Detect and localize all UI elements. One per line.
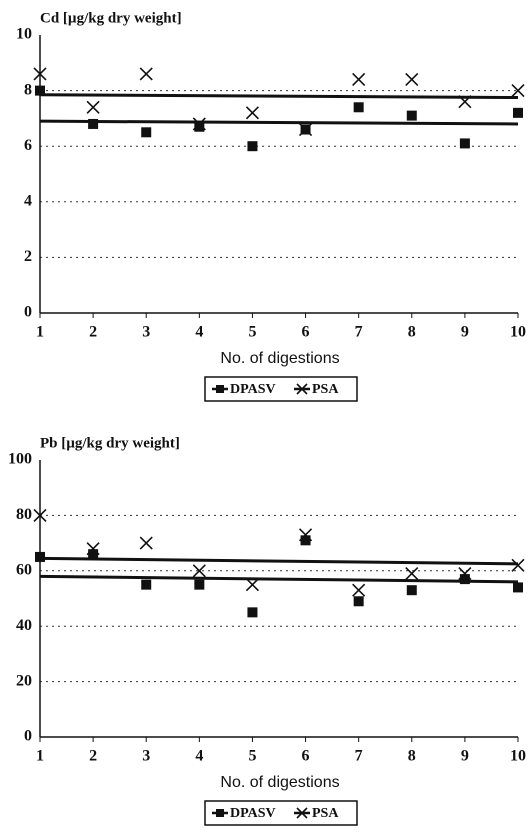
marker-square (88, 118, 99, 129)
x-tick-label: 8 (408, 324, 416, 341)
marker-x (458, 95, 472, 109)
marker-square (406, 110, 417, 121)
marker-square (35, 85, 45, 96)
x-tick-label: 1 (36, 324, 44, 341)
legend-marker (216, 385, 224, 393)
marker-square (88, 549, 99, 560)
x-tick-label: 3 (142, 324, 150, 341)
legend-box (204, 376, 358, 402)
x-tick-label: 9 (461, 748, 469, 765)
x-tick-label: 3 (142, 748, 150, 765)
marker-x (352, 72, 366, 87)
legend-label: PSA (312, 806, 339, 821)
x-tick-label: 10 (510, 748, 526, 765)
legend-marker (296, 383, 308, 395)
chart-title: Cd [µg/kg dry weight] (40, 10, 182, 26)
y-tick-label: 4 (24, 192, 32, 209)
marker-x (192, 117, 206, 131)
marker-x (139, 67, 153, 81)
marker-square (141, 579, 152, 590)
trend-line (39, 93, 519, 100)
trend-line (39, 119, 519, 126)
y-tick-label: 10 (16, 26, 32, 43)
marker-x (245, 106, 260, 120)
x-tick-label: 7 (355, 324, 363, 341)
marker-x (192, 564, 206, 578)
y-tick-label: 6 (24, 137, 32, 154)
marker-x (352, 583, 366, 597)
marker-x (405, 72, 419, 87)
x-tick-label: 2 (89, 748, 97, 765)
marker-square (194, 121, 205, 132)
marker-x (458, 567, 472, 581)
trend-line (39, 556, 519, 566)
marker-square (35, 551, 45, 562)
marker-x (405, 567, 419, 581)
y-tick-label: 60 (16, 561, 32, 578)
x-tick-label: 4 (195, 324, 203, 341)
legend-label: DPASV (230, 382, 276, 397)
marker-square (300, 535, 311, 546)
marker-x (33, 508, 47, 522)
x-tick-label: 8 (408, 748, 416, 765)
marker-x (86, 542, 100, 556)
marker-square (459, 138, 470, 149)
x-tick-label: 5 (248, 324, 256, 341)
y-tick-label: 0 (24, 728, 32, 745)
y-tick-label: 80 (16, 506, 32, 523)
y-tick-label: 0 (24, 304, 32, 321)
trend-line (39, 574, 519, 584)
legend-marker (216, 809, 224, 817)
marker-square (353, 596, 364, 607)
marker-x (298, 528, 313, 542)
x-tick-label: 7 (355, 748, 363, 765)
marker-square (247, 607, 258, 618)
y-tick-label: 40 (16, 617, 32, 634)
x-tick-label: 6 (302, 748, 310, 765)
marker-square (459, 574, 470, 585)
y-tick-label: 8 (24, 81, 32, 98)
marker-x (511, 558, 525, 572)
legend-box (204, 800, 358, 826)
x-tick-label: 9 (461, 324, 469, 341)
marker-square (513, 107, 523, 118)
x-tick-label: 6 (302, 324, 310, 341)
x-tick-label: 4 (195, 748, 203, 765)
marker-square (247, 141, 258, 152)
marker-x (245, 578, 260, 592)
x-axis-label: No. of digestions (220, 774, 339, 791)
marker-x (86, 100, 100, 114)
y-tick-label: 20 (16, 672, 32, 689)
marker-square (353, 102, 364, 113)
y-tick-label: 100 (8, 451, 32, 468)
marker-x (33, 67, 47, 81)
x-tick-label: 2 (89, 324, 97, 341)
marker-square (513, 582, 523, 593)
x-tick-label: 10 (510, 324, 526, 341)
legend-marker (296, 807, 308, 819)
chart-title: Pb [µg/kg dry weight] (40, 435, 180, 451)
marker-x (139, 536, 153, 550)
marker-x (511, 84, 525, 98)
y-tick-label: 2 (24, 248, 32, 265)
x-axis-label: No. of digestions (220, 350, 339, 367)
x-tick-label: 1 (36, 748, 44, 765)
marker-square (406, 585, 417, 596)
marker-square (194, 579, 205, 590)
x-tick-label: 5 (248, 748, 256, 765)
marker-x (298, 122, 313, 137)
legend-label: DPASV (230, 806, 276, 821)
marker-square (141, 127, 152, 138)
legend-label: PSA (312, 382, 339, 397)
